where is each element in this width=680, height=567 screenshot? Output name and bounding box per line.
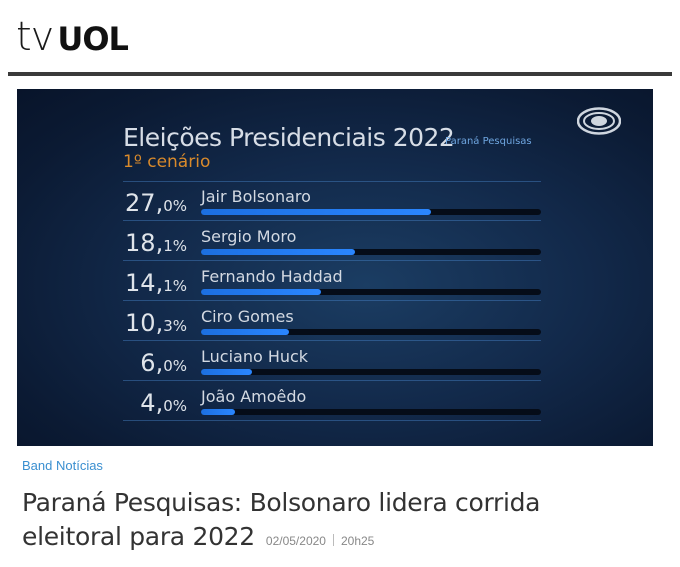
bar [201,209,431,215]
row-divider [123,300,541,301]
row-divider [123,260,541,261]
value-label-decimal: 0% [163,357,187,375]
row-divider [123,220,541,221]
candidate-name: João Amoêdo [201,387,307,406]
chart-source: Paraná Pesquisas [445,136,532,147]
bar-track [201,249,541,255]
chart-subtitle: 1º cenário [123,152,211,172]
value-label-integer: 27, [125,189,164,217]
bar-track [201,289,541,295]
candidate-name: Ciro Gomes [201,307,294,326]
article-date: 02/05/2020 [265,534,326,548]
bar-track [201,329,541,335]
row-divider [123,380,541,381]
category-link[interactable]: Band Notícias [22,458,103,473]
bar-track [201,209,541,215]
value-label-integer: 14, [125,269,164,297]
value-label: 10,3% [121,309,187,337]
value-label: 18,1% [121,229,187,257]
value-label-integer: 18, [125,229,164,257]
value-label-decimal: 3% [163,317,187,335]
chart-row: 6,0% Luciano Huck [17,341,653,381]
value-label: 4,0% [121,389,187,417]
chart-row: 27,0% Jair Bolsonaro [17,181,653,221]
value-label-decimal: 1% [163,237,187,255]
chart-title: Eleições Presidenciais 2022 [123,123,455,152]
value-label-integer: 6, [140,349,164,377]
value-label-integer: 10, [125,309,164,337]
band-eye-logo-icon [577,107,621,135]
value-label: 27,0% [121,189,187,217]
logo-uol-text: UOL [57,20,129,58]
value-label: 6,0% [121,349,187,377]
value-label: 14,1% [121,269,187,297]
chart-row: 4,0% João Amoêdo [17,381,653,421]
bar [201,329,289,335]
bar [201,249,355,255]
candidate-name: Jair Bolsonaro [201,187,311,206]
candidate-name: Sergio Moro [201,227,297,246]
article-headline[interactable]: Paraná Pesquisas: Bolsonaro lidera corri… [22,486,642,558]
article-meta: 02/05/2020 20h25 [263,534,375,548]
bar-track [201,409,541,415]
candidate-name: Luciano Huck [201,347,309,366]
chart-row: 14,1% Fernando Haddad [17,261,653,301]
tv-uol-logo[interactable]: tv UOL [16,14,129,60]
row-divider [123,420,541,421]
bar-track [201,369,541,375]
article-title[interactable]: Paraná Pesquisas: Bolsonaro lidera corri… [22,488,541,551]
chart-top-divider [123,181,541,182]
video-player[interactable]: Eleições Presidenciais 2022 Paraná Pesqu… [17,89,653,446]
chart-row: 18,1% Sergio Moro [17,221,653,261]
logo-tv-text: tv [16,14,54,60]
bar [201,289,321,295]
value-label-decimal: 0% [163,397,187,415]
candidate-name: Fernando Haddad [201,267,343,286]
header-divider [8,72,672,76]
bar [201,409,235,415]
value-label-decimal: 1% [163,277,187,295]
row-divider [123,340,541,341]
bar [201,369,252,375]
value-label-integer: 4, [140,389,164,417]
chart-row: 10,3% Ciro Gomes [17,301,653,341]
meta-separator [332,534,334,546]
site-header: tv UOL [0,0,680,76]
value-label-decimal: 0% [163,197,187,215]
article-time: 20h25 [340,534,375,548]
